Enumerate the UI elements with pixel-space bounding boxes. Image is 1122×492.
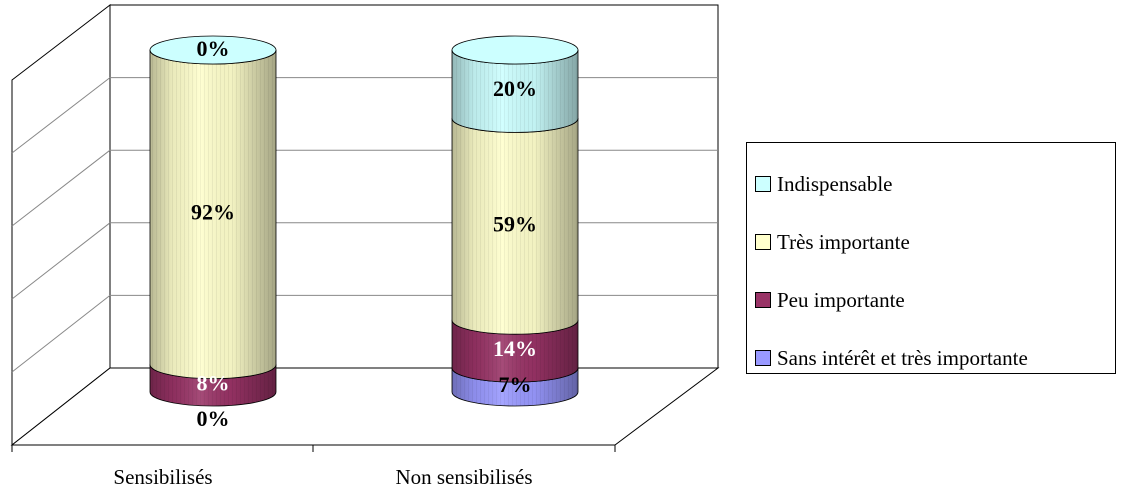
data-label-indispensable-sensibilises: 0% xyxy=(197,36,230,61)
segment-peu-importante-non-sensibilises-shade xyxy=(452,320,578,383)
legend-swatch-peu-importante xyxy=(755,292,771,308)
legend: Indispensable Très importante Peu import… xyxy=(746,142,1116,374)
data-label-tres-importante-non-sensibilises: 59% xyxy=(493,211,537,236)
segment-tres-importante-sensibilises-shade xyxy=(150,50,276,379)
gridline-side xyxy=(11,222,111,300)
legend-label-peu-importante: Peu importante xyxy=(777,287,905,312)
floor xyxy=(10,367,720,446)
bar-non-sensibilises: 7% 14% 59% 20% xyxy=(451,35,579,407)
segment-tres-importante-non-sensibilises-shade xyxy=(452,118,578,335)
x-tick-label-non-sensibilises: Non sensibilisés xyxy=(395,465,532,489)
data-label-indispensable-non-sensibilises: 20% xyxy=(493,76,537,101)
data-label-peu-importante-non-sensibilises: 14% xyxy=(493,336,537,361)
x-axis: Sensibilisés Non sensibilisés xyxy=(11,444,616,489)
gridline-side xyxy=(11,295,111,373)
cap-sensibilises xyxy=(149,35,277,65)
legend-item-sans-interet: Sans intérêt et très importante xyxy=(747,329,1115,387)
legend-swatch-sans-interet xyxy=(755,350,771,366)
gridline-side xyxy=(11,149,111,227)
segment-indispensable-non-sensibilises-shade xyxy=(452,50,578,133)
legend-label-indispensable: Indispensable xyxy=(777,171,893,196)
legend-swatch-tres-importante xyxy=(755,234,771,250)
legend-label-tres-importante: Très importante xyxy=(777,229,910,254)
cap-non-sensibilises xyxy=(451,35,579,65)
legend-label-sans-interet: Sans intérêt et très importante xyxy=(777,345,1028,370)
gridline-side xyxy=(11,77,111,154)
legend-item-peu-importante: Peu importante xyxy=(747,271,1115,329)
bar-sensibilises: 0% 8% 92% 0% xyxy=(149,35,277,431)
data-label-tres-importante-sensibilises: 92% xyxy=(191,199,235,224)
x-tick-label-sensibilises: Sensibilisés xyxy=(113,465,212,489)
chart-bars: 0% 8% 92% 0% 7% 14% 59% 20% xyxy=(149,35,579,431)
data-label-sans-interet-et-tres-importante-sensibilises: 0% xyxy=(197,406,230,431)
legend-item-indispensable: Indispensable xyxy=(747,155,1115,213)
legend-swatch-indispensable xyxy=(755,176,771,192)
chart-walls xyxy=(10,3,720,447)
data-label-sans-interet-et-tres-importante-non-sensibilises: 7% xyxy=(499,372,532,397)
data-label-peu-importante-sensibilises: 8% xyxy=(197,370,230,395)
legend-item-tres-importante: Très importante xyxy=(747,213,1115,271)
